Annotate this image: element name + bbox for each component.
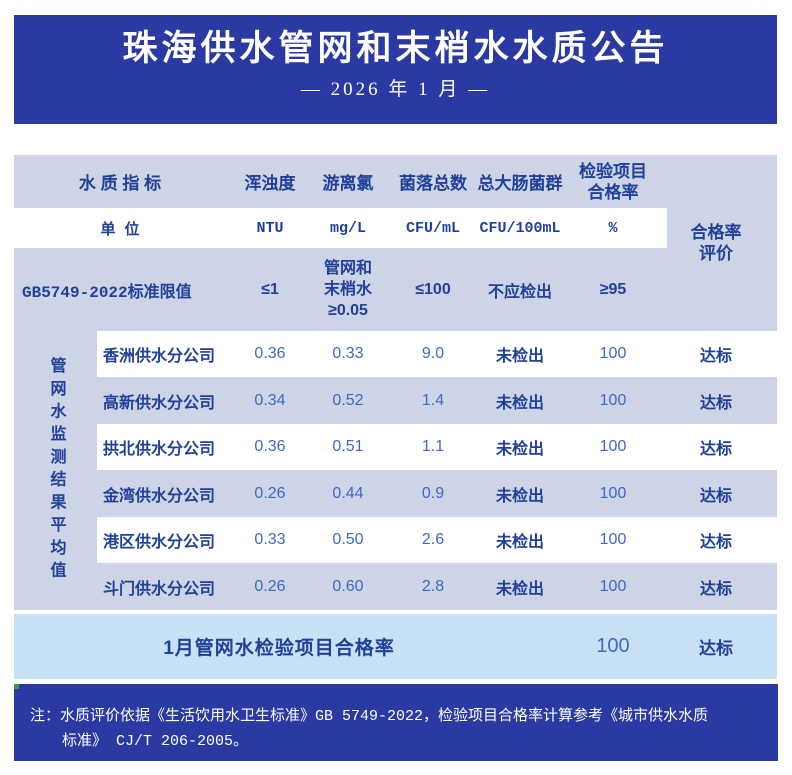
company-name: 拱北供水分公司 xyxy=(103,441,216,458)
unit-free-chlorine: mg/L xyxy=(329,219,366,237)
header-evaluation: 合格率 评价 xyxy=(690,223,742,263)
note-bar: 注：水质评价依据《生活饮用水卫生标准》GB 5749-2022，检验项目合格率计… xyxy=(14,684,778,761)
pass-rate-value: 100 xyxy=(599,531,627,548)
unit-colony-count: CFU/mL xyxy=(405,219,460,237)
summary-label: 1月管网水检验项目合格率 xyxy=(163,638,395,659)
pass-rate-value: 100 xyxy=(599,391,627,409)
turbidity-value: 0.34 xyxy=(254,391,286,409)
unit-pass-rate: % xyxy=(608,219,618,237)
colony-value: 0.9 xyxy=(421,484,445,502)
title-banner: 珠海供水管网和末梢水水质公告 — 2026 年 1 月 — xyxy=(14,15,777,124)
table-header-row: 水 质 指 标 浑浊度 游离氯 菌落总数 总大肠菌群 检验项目 合格率 xyxy=(14,155,777,208)
company-name: 港区供水分公司 xyxy=(103,534,216,551)
turbidity-value: 0.26 xyxy=(254,577,286,595)
header-indicator: 水 质 指 标 xyxy=(78,174,162,193)
coliform-value: 未检出 xyxy=(495,580,544,598)
table-row-gangqu: 港区供水分公司 0.33 0.50 2.6 未检出 100 达标 xyxy=(97,517,777,563)
pass-rate-value: 100 xyxy=(599,577,627,595)
evaluation-value: 达标 xyxy=(699,580,732,598)
chlorine-value: 0.33 xyxy=(332,345,364,362)
water-quality-table: 水 质 指 标 浑浊度 游离氯 菌落总数 总大肠菌群 检验项目 合格率 合格率 … xyxy=(14,155,777,610)
pass-rate-value: 100 xyxy=(599,438,627,455)
coliform-value: 未检出 xyxy=(495,394,544,412)
turbidity-value: 0.33 xyxy=(254,531,286,548)
coliform-value: 未检出 xyxy=(495,441,544,458)
note-line-2: 标准》 CJ/T 206-2005。 xyxy=(62,733,249,750)
limit-label: GB5749-2022标准限值 xyxy=(22,283,192,302)
company-name: 金湾供水分公司 xyxy=(103,487,216,505)
header-colony-count: 菌落总数 xyxy=(399,174,467,193)
chlorine-value: 0.44 xyxy=(332,484,364,502)
table-row-gongbei: 拱北供水分公司 0.36 0.51 1.1 未检出 100 达标 xyxy=(97,424,777,470)
table-row-doumen: 斗门供水分公司 0.26 0.60 2.8 未检出 100 达标 xyxy=(97,563,777,610)
unit-turbidity: NTU xyxy=(256,219,284,237)
chlorine-value: 0.51 xyxy=(332,438,364,455)
unit-row: 单 位 NTU mg/L CFU/mL CFU/100mL % xyxy=(14,208,667,248)
header-free-chlorine: 游离氯 xyxy=(322,174,374,193)
limit-turbidity: ≤1 xyxy=(261,280,279,298)
chlorine-value: 0.60 xyxy=(332,577,364,595)
unit-total-coliform: CFU/100mL xyxy=(479,219,561,237)
table-row-jinwan: 金湾供水分公司 0.26 0.44 0.9 未检出 100 达标 xyxy=(97,470,777,517)
table-row-xiangzhou: 香洲供水分公司 0.36 0.33 9.0 未检出 100 达标 xyxy=(97,331,777,377)
coliform-value: 未检出 xyxy=(495,534,544,551)
standard-limit-row: GB5749-2022标准限值 ≤1 管网和 末梢水 ≥0.05 ≤100 不应… xyxy=(14,248,777,331)
monthly-summary-row: 1月管网水检验项目合格率 100 达标 xyxy=(14,614,777,679)
evaluation-value: 达标 xyxy=(699,487,732,505)
header-turbidity: 浑浊度 xyxy=(244,174,296,193)
turbidity-value: 0.36 xyxy=(254,345,286,362)
evaluation-value: 达标 xyxy=(699,348,732,365)
corner-marker xyxy=(14,684,19,689)
colony-value: 2.8 xyxy=(421,577,445,595)
page-title: 珠海供水管网和末梢水水质公告 xyxy=(122,29,669,68)
company-name: 香洲供水分公司 xyxy=(103,348,216,365)
chlorine-value: 0.52 xyxy=(332,391,364,409)
note-line-1: 注：水质评价依据《生活饮用水卫生标准》GB 5749-2022，检验项目合格率计… xyxy=(30,708,709,725)
page-subtitle: — 2026 年 1 月 — xyxy=(300,79,491,100)
limit-pass-rate: ≥95 xyxy=(599,280,627,298)
turbidity-value: 0.36 xyxy=(254,438,286,455)
header-total-coliform: 总大肠菌群 xyxy=(477,174,563,193)
chlorine-value: 0.50 xyxy=(332,531,364,548)
unit-label: 单 位 xyxy=(100,221,140,239)
turbidity-value: 0.26 xyxy=(254,484,286,502)
evaluation-value: 达标 xyxy=(699,441,732,458)
coliform-value: 未检出 xyxy=(495,487,544,505)
colony-value: 9.0 xyxy=(421,345,445,362)
colony-value: 2.6 xyxy=(421,531,445,548)
company-name: 斗门供水分公司 xyxy=(103,580,216,598)
pass-rate-value: 100 xyxy=(599,484,627,502)
header-pass-rate: 检验项目 合格率 xyxy=(579,161,647,202)
company-name: 高新供水分公司 xyxy=(103,394,216,412)
pass-rate-value: 100 xyxy=(599,345,627,362)
colony-value: 1.1 xyxy=(421,438,445,455)
coliform-value: 未检出 xyxy=(495,348,544,365)
limit-total-coliform: 不应检出 xyxy=(487,283,552,301)
evaluation-value: 达标 xyxy=(699,534,732,551)
evaluation-value: 达标 xyxy=(699,394,732,412)
summary-pass-rate: 100 xyxy=(596,635,630,657)
row-group-label: 管网水监测结果平均值 xyxy=(47,356,65,585)
summary-evaluation: 达标 xyxy=(699,639,733,658)
colony-value: 1.4 xyxy=(421,391,445,409)
limit-free-chlorine: 管网和 末梢水 ≥0.05 xyxy=(323,260,372,319)
limit-colony-count: ≤100 xyxy=(415,280,451,298)
table-row-gaoxin: 高新供水分公司 0.34 0.52 1.4 未检出 100 达标 xyxy=(97,377,777,424)
